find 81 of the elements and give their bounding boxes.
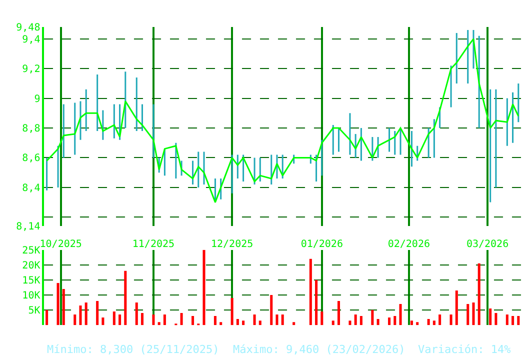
bar (489, 308, 492, 326)
bar (214, 316, 216, 326)
bar (158, 322, 160, 326)
bar (152, 314, 155, 326)
bar (276, 314, 278, 326)
bar (74, 314, 76, 326)
y-tick-label: 15K (22, 275, 40, 286)
bar (163, 314, 166, 326)
bar (180, 313, 183, 326)
x-tick-label: 02/2026 (388, 238, 430, 250)
bar (472, 302, 475, 326)
y-tick-label: 9,2 (22, 64, 40, 76)
bar (376, 319, 380, 326)
bar (202, 250, 206, 326)
bar (432, 320, 436, 326)
bar (455, 290, 458, 326)
bar (220, 322, 222, 326)
bar (416, 322, 419, 326)
x-tick-label: 12/2025 (210, 238, 254, 250)
bar (394, 316, 396, 326)
y-tick-label: 5K (28, 306, 40, 317)
y-tick-label: 9,48 (16, 22, 40, 34)
y-tick-label: 9 (34, 94, 40, 105)
y-tick-label: 10K (22, 290, 40, 302)
bar (438, 314, 442, 326)
bar (236, 319, 239, 326)
x-tick-label: 10/2025 (40, 238, 82, 250)
y-tick-label: 8,6 (22, 153, 40, 164)
bar (84, 302, 88, 326)
text: Máximo: 9,460 (23/02/2026) (233, 343, 406, 356)
bar (242, 320, 245, 326)
bar (371, 310, 374, 326)
bar (399, 304, 402, 326)
bar (354, 314, 357, 326)
line-series (46, 38, 520, 204)
bar (135, 302, 138, 326)
bar (450, 314, 452, 326)
bar (258, 320, 262, 326)
bar (494, 313, 498, 326)
bar (253, 314, 256, 326)
bar (292, 322, 296, 326)
y-tick-label: 8,4 (22, 182, 40, 194)
x-tick-label: 01/2026 (300, 238, 343, 250)
bar (124, 270, 127, 326)
y-tick-label: 9,4 (22, 34, 40, 46)
bar (348, 320, 352, 326)
bar (410, 320, 413, 326)
bar (315, 280, 318, 326)
bar (427, 319, 430, 326)
x-tick-label: 11/2025 (132, 238, 175, 250)
bar (466, 304, 470, 326)
bar (320, 312, 324, 326)
bar (140, 313, 144, 326)
bar (62, 288, 65, 326)
bar (230, 298, 234, 326)
bar (337, 301, 340, 326)
bar (360, 316, 362, 326)
bar (112, 312, 116, 326)
y-tick-label: 20K (22, 260, 40, 272)
bar (79, 306, 82, 326)
y-tick-label: 25K (22, 245, 40, 256)
bar (270, 294, 273, 326)
bar (96, 301, 99, 326)
bar (192, 316, 194, 326)
bar (102, 318, 104, 326)
bar (332, 320, 334, 326)
text: Variación: 14% (418, 343, 512, 356)
y-tick-label: 8,8 (22, 124, 40, 135)
bar (118, 314, 122, 326)
x-tick-label: 03/2026 (466, 238, 509, 250)
bar (281, 314, 284, 326)
bar (478, 263, 480, 326)
bar (506, 314, 508, 326)
bar (309, 258, 312, 326)
bar (388, 318, 391, 326)
text: Mínimo: 8,300 (25/11/2025) (47, 343, 220, 356)
y-tick-label: 8,14 (16, 222, 40, 233)
bar (46, 310, 48, 326)
bar (517, 316, 520, 326)
bar (512, 316, 514, 326)
bar (56, 282, 60, 326)
